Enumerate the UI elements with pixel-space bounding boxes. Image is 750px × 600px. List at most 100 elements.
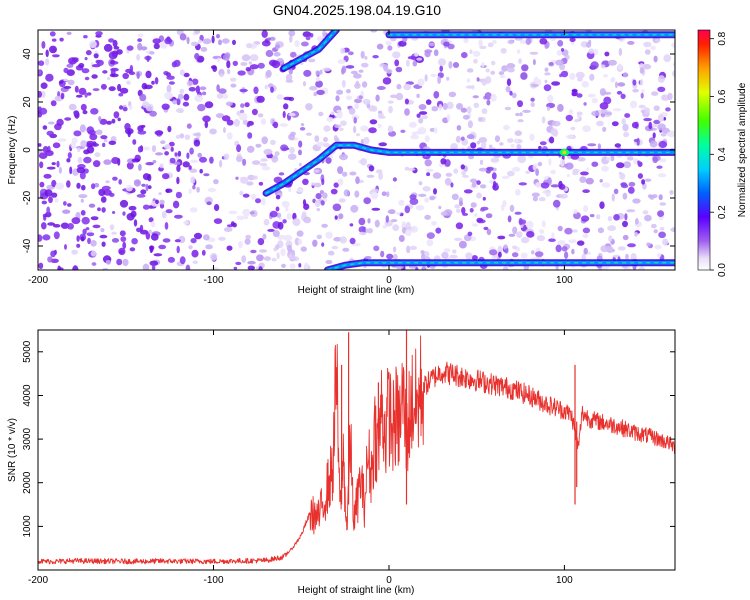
heatmap-speckle bbox=[288, 112, 296, 117]
heatmap-speckle bbox=[71, 249, 78, 255]
heatmap-speckle bbox=[481, 78, 488, 86]
heatmap-speckle bbox=[296, 188, 304, 193]
heatmap-speckle bbox=[82, 228, 87, 235]
heatmap-speckle bbox=[319, 190, 324, 195]
heatmap-speckle bbox=[504, 106, 512, 111]
heatmap-speckle bbox=[232, 39, 236, 46]
heatmap-speckle bbox=[585, 177, 594, 185]
heatmap-speckle bbox=[64, 117, 72, 121]
heatmap-speckle bbox=[283, 96, 292, 101]
heatmap-speckle bbox=[386, 191, 390, 198]
spectrogram-y-tick-label: 0 bbox=[22, 147, 33, 153]
heatmap-speckle bbox=[666, 131, 673, 137]
heatmap-speckle bbox=[424, 135, 430, 143]
heatmap-speckle bbox=[445, 172, 453, 177]
heatmap-speckle bbox=[149, 245, 155, 251]
heatmap-speckle bbox=[401, 221, 407, 228]
heatmap-speckle bbox=[236, 144, 242, 153]
heatmap-speckle bbox=[58, 166, 63, 174]
heatmap-speckle bbox=[370, 191, 379, 200]
heatmap-speckle bbox=[403, 83, 412, 91]
heatmap-speckle bbox=[337, 166, 344, 175]
heatmap-speckle bbox=[571, 248, 575, 255]
colorbar-ticks: 0.0 0.2 0.4 0.6 0.8 bbox=[710, 31, 728, 277]
heatmap-speckle bbox=[387, 45, 393, 51]
heatmap-speckle bbox=[473, 102, 480, 109]
snr-frame bbox=[37, 329, 676, 571]
heatmap-speckle bbox=[349, 223, 354, 227]
heatmap-speckle bbox=[643, 41, 652, 48]
heatmap-speckle bbox=[387, 209, 396, 214]
heatmap-speckle bbox=[46, 166, 56, 170]
heatmap-speckle bbox=[670, 227, 675, 233]
heatmap-speckle bbox=[620, 93, 626, 100]
heatmap-speckle bbox=[415, 267, 419, 270]
heatmap-speckle bbox=[425, 99, 432, 105]
heatmap-speckle bbox=[354, 103, 360, 110]
heatmap-speckle bbox=[192, 260, 198, 265]
heatmap-speckle bbox=[424, 214, 431, 220]
heatmap-speckle bbox=[239, 190, 244, 196]
snr-y-axis-label: SNR (10 * v/v) bbox=[7, 418, 18, 482]
heatmap-speckle bbox=[438, 104, 443, 111]
heatmap-speckle bbox=[466, 68, 474, 73]
heatmap-speckle bbox=[261, 30, 268, 38]
heatmap-speckle bbox=[111, 157, 120, 164]
heatmap-speckle bbox=[582, 125, 591, 133]
heatmap-speckle bbox=[418, 117, 424, 124]
heatmap-speckle bbox=[148, 205, 154, 209]
heatmap-speckle bbox=[638, 266, 645, 270]
heatmap-speckle bbox=[606, 245, 614, 253]
heatmap-speckle bbox=[288, 253, 293, 260]
heatmap-speckle bbox=[619, 172, 626, 180]
heatmap-speckle bbox=[183, 72, 190, 78]
heatmap-speckle bbox=[136, 71, 140, 80]
heatmap-speckle bbox=[182, 101, 190, 107]
heatmap-speckle bbox=[426, 239, 434, 247]
heatmap-speckle bbox=[277, 234, 286, 240]
heatmap-speckle bbox=[453, 168, 459, 174]
heatmap-speckle bbox=[91, 262, 97, 266]
heatmap-speckle bbox=[560, 70, 569, 78]
heatmap-speckle bbox=[492, 180, 497, 189]
heatmap-speckle bbox=[404, 98, 409, 105]
heatmap-speckle bbox=[113, 46, 120, 50]
heatmap-speckle bbox=[416, 57, 423, 61]
heatmap-speckle bbox=[251, 160, 261, 165]
heatmap-speckle bbox=[176, 176, 180, 185]
heatmap-speckle bbox=[197, 152, 202, 158]
heatmap-speckle bbox=[612, 108, 622, 112]
heatmap-speckle bbox=[247, 174, 256, 181]
heatmap-speckle bbox=[632, 88, 639, 93]
heatmap-speckle bbox=[338, 213, 344, 220]
heatmap-speckle bbox=[93, 160, 101, 168]
heatmap-speckle bbox=[551, 120, 561, 127]
heatmap-speckle bbox=[54, 123, 62, 131]
heatmap-speckle bbox=[258, 181, 264, 186]
heatmap-speckle bbox=[250, 249, 257, 254]
heatmap-speckle bbox=[60, 92, 65, 100]
heatmap-speckle bbox=[431, 106, 439, 112]
heatmap-speckle bbox=[476, 77, 480, 82]
heatmap-speckle bbox=[330, 188, 338, 195]
heatmap-speckle bbox=[189, 168, 198, 173]
heatmap-speckle bbox=[382, 225, 388, 229]
heatmap-speckle bbox=[145, 162, 154, 166]
heatmap-speckle bbox=[535, 168, 539, 176]
heatmap-speckle bbox=[188, 87, 196, 92]
heatmap-speckle bbox=[414, 52, 419, 57]
heatmap-speckle bbox=[483, 226, 489, 231]
heatmap-speckle bbox=[73, 110, 78, 115]
heatmap-speckle bbox=[99, 234, 108, 239]
heatmap-speckle bbox=[335, 95, 340, 102]
heatmap-speckle bbox=[589, 214, 595, 218]
heatmap-speckle bbox=[216, 57, 221, 63]
heatmap-speckle bbox=[257, 238, 265, 246]
heatmap-speckle bbox=[38, 60, 45, 66]
spectrogram-y-tick-label: -40 bbox=[22, 238, 33, 253]
heatmap-speckle bbox=[271, 257, 277, 262]
heatmap-speckle bbox=[551, 232, 555, 239]
heatmap-speckle bbox=[359, 231, 367, 236]
heatmap-speckle bbox=[461, 207, 466, 215]
heatmap-speckle bbox=[588, 48, 595, 54]
